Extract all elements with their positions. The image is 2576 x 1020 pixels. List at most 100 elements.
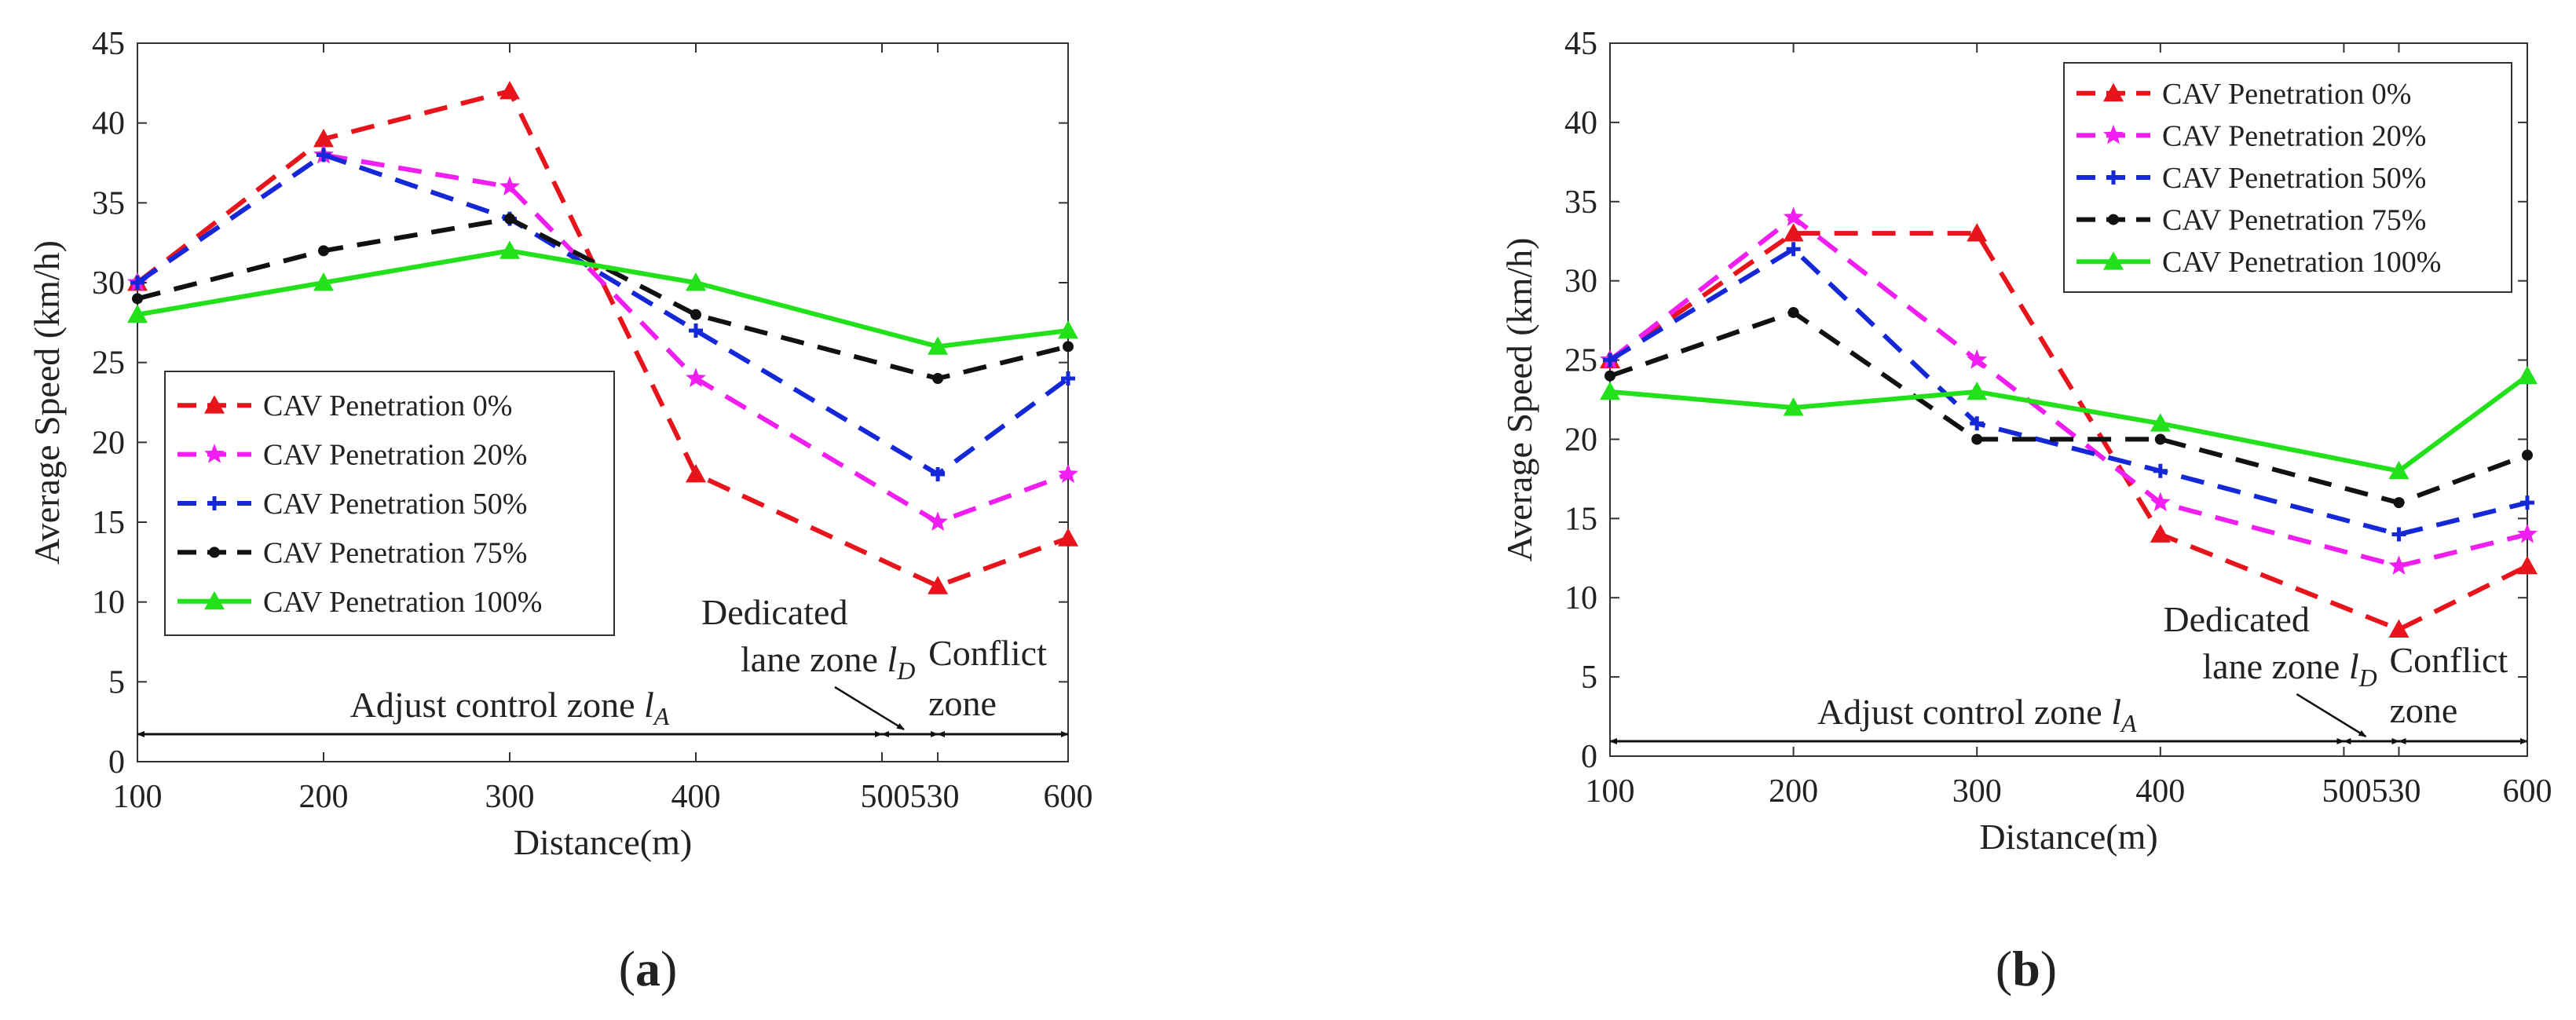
data-point-4 <box>313 272 334 291</box>
data-point-2 <box>2520 495 2534 510</box>
y-tick-label: 35 <box>1564 185 1597 221</box>
plot-frame <box>137 42 1069 762</box>
x-tick-label: 100 <box>1586 773 1635 810</box>
x-tick-label: 500530 <box>861 779 960 815</box>
data-point-1 <box>1783 207 1804 226</box>
data-point-4 <box>1600 381 1620 400</box>
dedicated-zone-label-1: Dedicated <box>2163 599 2309 639</box>
dedicated-zone-label-1: Dedicated <box>701 592 847 632</box>
data-point-4 <box>127 304 148 324</box>
data-point-3 <box>1605 370 1615 382</box>
legend-label: CAV Penetration 0% <box>2162 78 2411 111</box>
data-point-1 <box>499 176 520 196</box>
y-tick-label: 30 <box>92 265 125 302</box>
data-point-3 <box>1063 341 1074 353</box>
data-point-0 <box>2150 524 2171 543</box>
data-point-0 <box>1783 223 1804 242</box>
y-tick-label: 45 <box>92 26 125 62</box>
data-point-2 <box>2153 463 2168 478</box>
data-point-3 <box>1787 307 1799 319</box>
series-line-1 <box>1608 215 2528 568</box>
series-line-0 <box>136 89 1070 589</box>
data-point-4 <box>2517 365 2538 385</box>
conflict-zone-label-2: zone <box>928 683 997 723</box>
series-line-2 <box>136 152 1070 477</box>
legend-label: CAV Penetration 20% <box>263 439 527 472</box>
x-tick-label: 500530 <box>2322 773 2420 810</box>
y-tick-label: 5 <box>1581 660 1597 696</box>
legend-label: CAV Penetration 50% <box>263 488 527 521</box>
data-point-0 <box>499 81 520 100</box>
data-point-3 <box>932 373 944 384</box>
x-tick-label: 100 <box>113 779 163 815</box>
legend-marker <box>2103 251 2124 270</box>
series-line-2 <box>1608 247 2528 537</box>
data-point-4 <box>1783 397 1804 416</box>
series-line-3 <box>1609 310 2529 506</box>
legend-marker <box>2103 124 2124 144</box>
legend-label: CAV Penetration 100% <box>263 586 542 619</box>
data-point-2 <box>317 148 331 163</box>
conflict-zone-label-1: Conflict <box>928 633 1047 673</box>
data-point-2 <box>1603 353 1617 367</box>
dedicated-zone-label-2: lane zone lD <box>2202 646 2377 692</box>
data-point-4 <box>1058 320 1078 339</box>
legend-marker <box>209 547 220 558</box>
x-tick-label: 300 <box>1952 773 2002 810</box>
y-tick-label: 15 <box>1564 501 1597 537</box>
data-point-3 <box>690 309 701 320</box>
data-point-2 <box>931 467 946 481</box>
data-point-1 <box>2388 555 2410 575</box>
legend-marker <box>204 444 225 463</box>
dedicated-zone-label-2: lane zone lD <box>741 639 915 685</box>
chart-b: 0 5 10 15 20 25 30 35 40 45 100 200 300 400 500530 600 D… <box>1499 26 2552 996</box>
series-line-3 <box>137 216 1069 381</box>
data-point-0 <box>686 464 706 483</box>
data-point-3 <box>2154 433 2166 445</box>
data-point-0 <box>928 576 949 594</box>
data-point-2 <box>1970 416 1985 431</box>
data-point-0 <box>2388 619 2410 638</box>
data-point-3 <box>318 245 329 257</box>
x-axis-label: Distance(m) <box>1979 817 2157 857</box>
series-line-0 <box>1608 231 2529 632</box>
y-tick-label: 25 <box>1564 343 1597 379</box>
data-point-3 <box>2522 449 2533 461</box>
data-point-0 <box>2517 555 2538 575</box>
data-point-2 <box>1786 242 1801 257</box>
y-tick-label: 0 <box>1581 739 1597 775</box>
data-point-1 <box>1058 463 1078 483</box>
data-point-2 <box>689 324 703 338</box>
y-tick-label: 40 <box>92 106 125 142</box>
legend-marker <box>2106 170 2120 185</box>
data-point-1 <box>1967 349 1988 369</box>
x-tick-label: 600 <box>2503 773 2552 810</box>
x-tick-label: 400 <box>671 779 721 815</box>
legend-label: CAV Penetration 50% <box>2162 162 2426 195</box>
y-tick-label: 20 <box>92 425 125 461</box>
data-point-4 <box>2150 413 2171 432</box>
data-point-3 <box>132 293 143 305</box>
legend-label: CAV Penetration 75% <box>263 536 527 569</box>
series-line-1 <box>136 152 1070 525</box>
legend-marker <box>204 590 225 610</box>
y-tick-label: 20 <box>1564 422 1597 458</box>
legend-label: CAV Penetration 0% <box>263 389 512 422</box>
data-point-3 <box>504 213 515 225</box>
y-axis-label: Average Speed (km/h) <box>27 240 67 565</box>
conflict-zone-label-1: Conflict <box>2389 640 2508 680</box>
x-tick-label: 200 <box>299 779 349 815</box>
panel-label: (a) <box>619 941 678 996</box>
data-point-4 <box>1967 381 1988 400</box>
data-point-1 <box>686 367 706 387</box>
y-tick-label: 40 <box>1564 105 1597 141</box>
conflict-zone-label-2: zone <box>2389 690 2457 730</box>
data-point-4 <box>2388 460 2410 480</box>
y-tick-label: 30 <box>1564 264 1597 300</box>
chart-a: 0 5 10 15 20 25 30 35 40 45 100 200 300 400 500530 600 D… <box>27 26 1093 996</box>
legend-label: CAV Penetration 75% <box>2162 204 2426 237</box>
y-tick-label: 10 <box>1564 580 1597 616</box>
panel-label: (b) <box>1996 941 2057 996</box>
dedicated-pointer-arrow <box>834 685 905 731</box>
